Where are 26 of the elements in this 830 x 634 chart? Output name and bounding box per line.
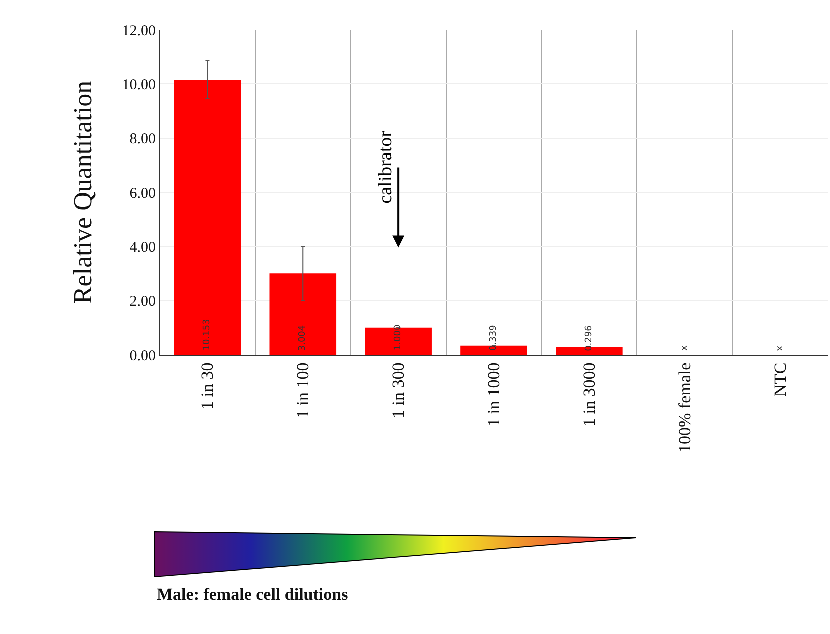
y-axis-title: Relative Quantitation — [68, 80, 98, 304]
bar — [270, 274, 337, 355]
annotation: calibrator — [375, 130, 396, 204]
x-tick-label: 100% female — [675, 362, 694, 453]
x-tick-label: 1 in 1000 — [484, 362, 504, 428]
data-label: 0.296 — [584, 325, 594, 352]
text: Male: female cell dilutions — [157, 585, 349, 604]
x-tick-label: 1 in 100 — [294, 362, 313, 419]
data-label: 1.000 — [394, 324, 404, 351]
y-tick-label: 0.00 — [130, 348, 156, 364]
y-tick-label: 12.00 — [122, 23, 156, 40]
x-tick-label: 1 in 300 — [389, 362, 408, 419]
x-tick-label: 1 in 3000 — [580, 362, 599, 428]
y-tick-label: 10.00 — [122, 77, 156, 94]
data-label: 0.339 — [489, 324, 499, 351]
bar — [174, 80, 242, 355]
y-tick-label: 4.00 — [130, 240, 156, 256]
x-tick-label: 1 in 30 — [198, 362, 218, 410]
y-tick-label: 8.00 — [130, 132, 156, 148]
data-label: 3.004 — [298, 325, 308, 352]
y-tick-label: 2.00 — [130, 294, 156, 310]
x-tick-label: NTC — [770, 362, 790, 397]
data-label: 10.153 — [202, 319, 213, 351]
y-tick-label: 6.00 — [130, 186, 156, 202]
text: x — [775, 346, 786, 352]
text: x — [680, 346, 690, 351]
